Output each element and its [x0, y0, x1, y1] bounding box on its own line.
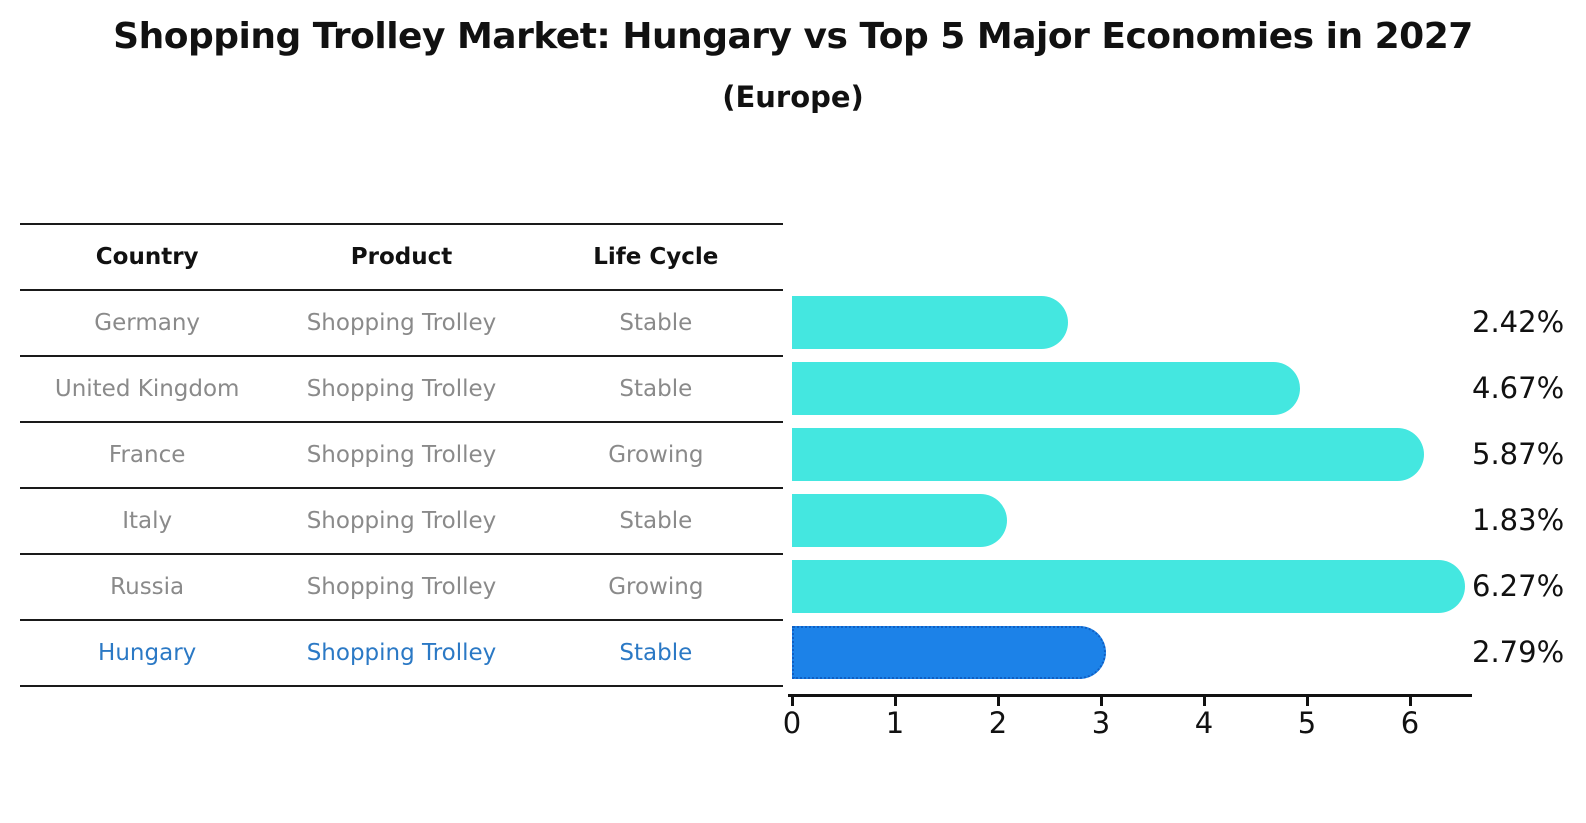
value-label: 6.27%: [1472, 569, 1565, 603]
x-tick-label: 0: [782, 706, 802, 740]
cell-product: Shopping Trolley: [306, 640, 497, 666]
value-label: 4.67%: [1472, 371, 1565, 405]
x-tick-mark: [1203, 695, 1206, 706]
bar-germany: [792, 296, 1069, 349]
cell-country: Italy: [122, 508, 173, 534]
header-country: Country: [95, 244, 199, 270]
cell-product: Shopping Trolley: [306, 442, 497, 468]
bar-hungary: [792, 626, 1107, 679]
cell-product: Shopping Trolley: [306, 310, 497, 336]
cell-product: Shopping Trolley: [306, 574, 497, 600]
x-axis-line: [788, 694, 1472, 697]
bar-italy: [792, 494, 1008, 547]
value-label: 2.79%: [1472, 635, 1565, 669]
chart-subtitle: (Europe): [722, 80, 864, 114]
value-label: 5.87%: [1472, 437, 1565, 471]
table-header-row: Country Product Life Cycle: [20, 223, 783, 289]
cell-country: France: [108, 442, 186, 468]
cell-life-cycle: Growing: [608, 442, 704, 468]
x-tick-label: 4: [1194, 706, 1214, 740]
x-tick-label: 6: [1400, 706, 1420, 740]
cell-country: United Kingdom: [54, 376, 240, 402]
country-table: Country Product Life Cycle Germany Shoppi…: [20, 223, 783, 687]
cell-product: Shopping Trolley: [306, 508, 497, 534]
x-tick-mark: [894, 695, 897, 706]
cell-country: Hungary: [98, 640, 197, 666]
table-row: Russia Shopping Trolley Growing: [20, 553, 783, 619]
bar-united-kingdom: [792, 362, 1300, 415]
table-row: United Kingdom Shopping Trolley Stable: [20, 355, 783, 421]
x-tick-label: 2: [988, 706, 1008, 740]
header-life-cycle: Life Cycle: [593, 244, 719, 270]
x-tick-mark: [997, 695, 1000, 706]
cell-life-cycle: Growing: [608, 574, 704, 600]
cell-life-cycle: Stable: [619, 376, 693, 402]
x-tick-label: 3: [1091, 706, 1111, 740]
x-tick-mark: [1409, 695, 1412, 706]
bar-france: [792, 428, 1424, 481]
table-row: France Shopping Trolley Growing: [20, 421, 783, 487]
header-product: Product: [350, 244, 453, 270]
cell-life-cycle: Stable: [619, 508, 693, 534]
value-label: 1.83%: [1472, 503, 1565, 537]
table-row: Hungary Shopping Trolley Stable: [20, 619, 783, 687]
chart-title: Shopping Trolley Market: Hungary vs Top …: [113, 16, 1473, 57]
bar-russia: [792, 560, 1465, 613]
cell-country: Germany: [94, 310, 201, 336]
cell-life-cycle: Stable: [619, 310, 693, 336]
table-row: Germany Shopping Trolley Stable: [20, 289, 783, 355]
cell-country: Russia: [110, 574, 185, 600]
cell-life-cycle: Stable: [619, 640, 693, 666]
x-tick-mark: [791, 695, 794, 706]
table-row: Italy Shopping Trolley Stable: [20, 487, 783, 553]
value-label: 2.42%: [1472, 305, 1565, 339]
x-tick-mark: [1100, 695, 1103, 706]
x-tick-label: 5: [1297, 706, 1317, 740]
x-tick-mark: [1306, 695, 1309, 706]
cell-product: Shopping Trolley: [306, 376, 497, 402]
x-tick-label: 1: [885, 706, 905, 740]
